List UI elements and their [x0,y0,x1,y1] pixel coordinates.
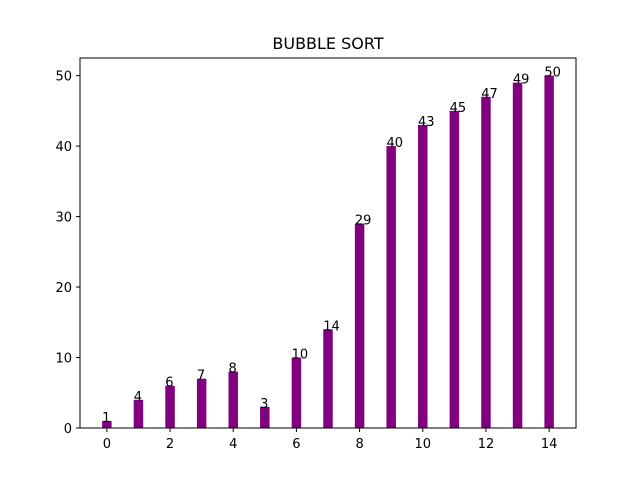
bar [386,146,396,428]
bar [133,399,144,428]
y-axis: 0 10 20 30 40 50 [55,70,80,437]
y-tick-label: 30 [55,211,72,226]
data-label: 47 [481,87,498,102]
data-label: 45 [450,101,467,116]
y-tick-label: 40 [55,140,72,155]
data-label: 50 [544,66,561,81]
y-tick-label: 20 [55,281,72,296]
x-tick-label: 2 [166,437,174,452]
data-label: 1 [102,411,110,426]
bar [102,420,112,428]
x-tick-label: 0 [103,437,111,452]
bar [544,75,554,428]
data-label: 4 [134,390,142,405]
data-label: 10 [292,348,309,363]
bar [481,96,491,428]
x-tick-label: 8 [355,437,363,452]
data-label: 40 [386,136,403,151]
bar [165,385,175,428]
bar [228,371,238,428]
data-label: 8 [228,362,236,377]
y-tick-label: 10 [55,352,72,367]
chart-title: BUBBLE SORT [272,34,383,53]
data-label: 6 [165,376,173,391]
bar [354,223,365,428]
data-label: 14 [323,319,340,334]
x-tick-label: 14 [541,437,558,452]
bar [260,406,270,428]
data-label: 3 [260,397,268,412]
bar [449,110,460,428]
bars-group [102,75,554,429]
x-tick-label: 12 [478,437,495,452]
y-tick-label: 0 [64,422,72,437]
bar [323,329,333,428]
x-axis: 0 2 4 6 8 10 12 14 [103,428,558,452]
data-label: 43 [418,115,435,130]
bar [512,82,523,429]
x-tick-label: 6 [292,437,300,452]
bar [196,378,207,428]
bar [291,357,302,428]
y-tick-label: 50 [55,70,72,85]
plot-frame [79,57,577,429]
x-tick-label: 4 [229,437,237,452]
data-label: 49 [513,73,530,88]
data-label: 7 [197,369,205,384]
bar [418,124,428,428]
data-label: 29 [355,214,372,229]
x-tick-label: 10 [415,437,432,452]
